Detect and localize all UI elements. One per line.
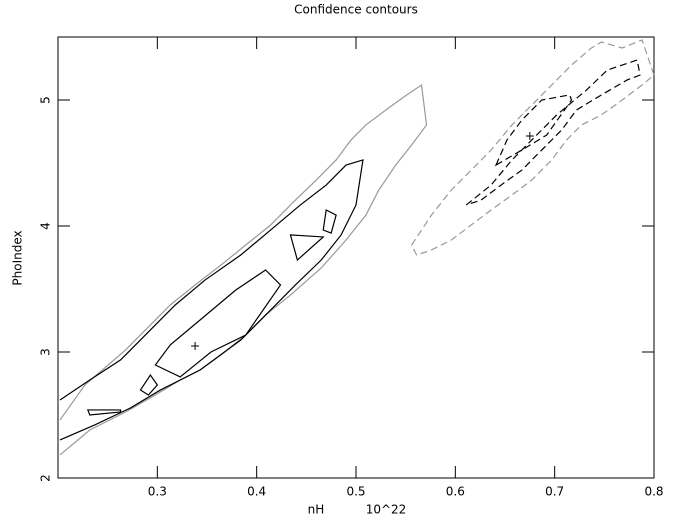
x-tick-label: 0.4 [247,485,266,499]
contour-line [289,234,325,262]
x-tick-label: 0.3 [148,485,167,499]
best-fit-marker [191,341,200,350]
y-tick-label: 2 [39,474,53,482]
contour-line [86,409,122,416]
x-tick-label: 0.5 [346,485,365,499]
contour-line [139,373,159,396]
x-tick-label: 0.7 [545,485,564,499]
y-axis-label: PhoIndex [11,230,25,285]
x-tick-label: 0.6 [446,485,465,499]
contour-line [59,159,364,441]
x-tick-label: 0.8 [644,485,663,499]
y-tick-label: 4 [39,222,53,230]
contour-line [322,209,337,234]
plot-frame [57,36,655,479]
contour-line [154,269,282,378]
contour-line [494,94,573,167]
contour-line [59,83,428,456]
best-fit-marker [525,132,534,141]
contour-line [465,59,641,206]
contour-line [410,39,655,256]
y-tick-label: 5 [39,96,53,104]
y-tick-label: 3 [39,348,53,356]
chart-title: Confidence contours [294,3,418,17]
x-axis-unit: 10^22 [366,503,407,517]
x-axis-label: nH [308,503,325,517]
